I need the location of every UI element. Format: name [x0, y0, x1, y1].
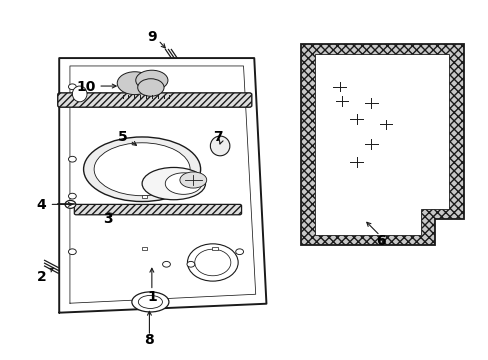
Ellipse shape — [94, 143, 190, 196]
Circle shape — [68, 193, 76, 199]
Text: 8: 8 — [144, 333, 154, 347]
Ellipse shape — [165, 173, 202, 194]
Circle shape — [68, 84, 76, 90]
Ellipse shape — [142, 167, 205, 200]
Circle shape — [65, 201, 76, 208]
Circle shape — [235, 249, 243, 255]
Polygon shape — [300, 44, 463, 244]
Circle shape — [194, 249, 230, 276]
Circle shape — [187, 244, 238, 281]
FancyBboxPatch shape — [74, 204, 241, 215]
Ellipse shape — [132, 292, 168, 312]
Text: 9: 9 — [147, 30, 156, 44]
Ellipse shape — [138, 296, 162, 309]
Text: 4: 4 — [36, 198, 46, 212]
Ellipse shape — [138, 79, 163, 96]
Text: 1: 1 — [147, 289, 157, 303]
Ellipse shape — [83, 137, 200, 202]
Text: 6: 6 — [375, 234, 385, 248]
Bar — [212, 247, 218, 250]
Text: 5: 5 — [118, 130, 127, 144]
Text: 3: 3 — [103, 212, 113, 226]
Ellipse shape — [72, 86, 87, 102]
Bar — [142, 247, 147, 250]
Text: 10: 10 — [76, 80, 96, 94]
FancyBboxPatch shape — [58, 93, 251, 107]
Ellipse shape — [136, 70, 167, 90]
Ellipse shape — [180, 172, 206, 188]
Text: 2: 2 — [37, 270, 47, 284]
Circle shape — [68, 156, 76, 162]
Ellipse shape — [210, 136, 229, 156]
Circle shape — [68, 249, 76, 255]
Ellipse shape — [117, 72, 152, 95]
Polygon shape — [315, 54, 448, 234]
Bar — [142, 195, 147, 198]
Circle shape — [186, 261, 194, 267]
Text: 7: 7 — [212, 130, 222, 144]
Circle shape — [162, 261, 170, 267]
